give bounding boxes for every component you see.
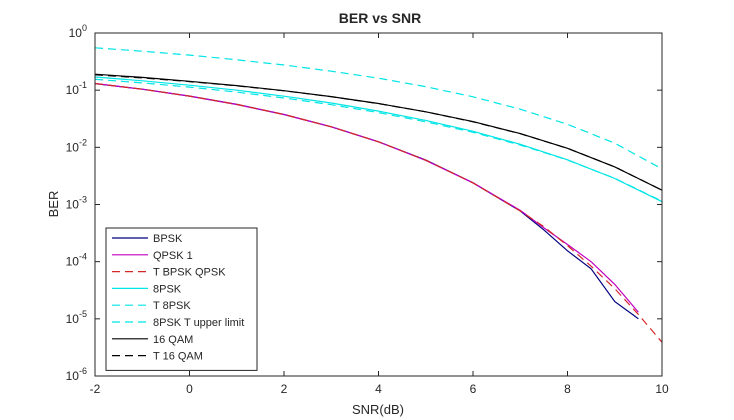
y-tick-label: 10-1 <box>66 80 87 97</box>
chart-title: BER vs SNR <box>339 10 421 26</box>
x-tick-label: -2 <box>90 382 101 396</box>
legend-entry-label: QPSK 1 <box>153 250 193 262</box>
series-line-5 <box>95 78 662 202</box>
series-line-8 <box>95 74 662 191</box>
y-tick-label: 10-6 <box>66 366 87 383</box>
series-line-3 <box>95 82 662 343</box>
series-line-4 <box>95 76 662 203</box>
y-tick-label: 10-2 <box>66 137 87 154</box>
legend-entry-label: T 16 QAM <box>153 351 203 363</box>
x-tick-label: 4 <box>375 382 382 396</box>
x-tick-label: 10 <box>655 382 669 396</box>
legend-box <box>105 227 258 371</box>
x-tick-label: 6 <box>470 382 477 396</box>
legend-entry-label: 16 QAM <box>153 334 193 346</box>
y-tick-label: 10-5 <box>66 309 87 326</box>
y-tick-label: 10-3 <box>66 195 87 212</box>
series-line-6 <box>95 47 662 170</box>
legend-entry-label: 8PSK <box>153 283 182 295</box>
legend-entry-label: T 8PSK <box>153 300 191 312</box>
y-tick-label: 10-4 <box>66 252 87 269</box>
legend-entry-label: 8PSK T upper limit <box>153 317 244 329</box>
x-tick-label: 0 <box>186 382 193 396</box>
x-tick-label: 2 <box>281 382 288 396</box>
x-tick-label: 8 <box>564 382 571 396</box>
y-axis-label: BER <box>46 191 61 218</box>
y-tick-label: 100 <box>69 23 87 40</box>
legend-entry-label: BPSK <box>153 233 183 245</box>
legend: BPSK QPSK 1 T BPSK QPSK 8PSK T 8PSK 8PSK T up… <box>105 227 258 371</box>
legend-entry-label: T BPSK QPSK <box>153 267 226 279</box>
x-axis-label: SNR(dB) <box>352 402 404 417</box>
